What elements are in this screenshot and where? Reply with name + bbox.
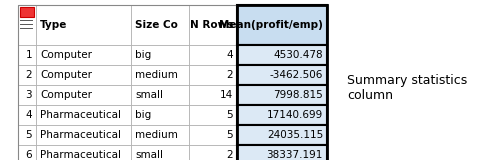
Text: 5: 5 xyxy=(226,110,233,120)
Text: Size Co: Size Co xyxy=(135,20,178,30)
Bar xyxy=(237,65,327,85)
Bar xyxy=(237,145,327,160)
Text: Computer: Computer xyxy=(40,50,92,60)
Text: 4530.478: 4530.478 xyxy=(274,50,323,60)
Bar xyxy=(131,85,189,105)
Text: Pharmaceutical: Pharmaceutical xyxy=(40,130,121,140)
Text: 17140.699: 17140.699 xyxy=(267,110,323,120)
Bar xyxy=(36,65,131,85)
Bar xyxy=(131,145,189,160)
Text: 6: 6 xyxy=(26,150,32,160)
Bar xyxy=(131,5,189,45)
Bar xyxy=(18,105,36,125)
Bar xyxy=(237,85,327,105)
Bar xyxy=(131,105,189,125)
Bar xyxy=(18,5,36,45)
Bar xyxy=(36,85,131,105)
Bar xyxy=(189,105,237,125)
Bar xyxy=(18,5,327,160)
Text: 2: 2 xyxy=(26,70,32,80)
Bar xyxy=(36,145,131,160)
Bar xyxy=(20,7,34,17)
Bar xyxy=(189,5,237,45)
Text: 38337.191: 38337.191 xyxy=(267,150,323,160)
Text: big: big xyxy=(135,110,151,120)
Bar xyxy=(36,105,131,125)
Text: big: big xyxy=(135,50,151,60)
Bar xyxy=(18,145,36,160)
Bar xyxy=(18,125,36,145)
Bar xyxy=(36,45,131,65)
Bar xyxy=(131,125,189,145)
Text: Summary statistics
column: Summary statistics column xyxy=(347,74,467,102)
Text: Computer: Computer xyxy=(40,70,92,80)
Text: 4: 4 xyxy=(26,110,32,120)
Bar xyxy=(237,105,327,125)
Text: 5: 5 xyxy=(26,130,32,140)
Text: 14: 14 xyxy=(220,90,233,100)
Text: 7998.815: 7998.815 xyxy=(273,90,323,100)
Bar xyxy=(237,5,327,160)
Bar xyxy=(36,5,131,45)
Text: Computer: Computer xyxy=(40,90,92,100)
Text: 5: 5 xyxy=(226,130,233,140)
Bar xyxy=(18,65,36,85)
Bar xyxy=(131,45,189,65)
Text: 4: 4 xyxy=(226,50,233,60)
Bar xyxy=(189,65,237,85)
Text: Type: Type xyxy=(40,20,67,30)
Bar xyxy=(18,85,36,105)
Bar xyxy=(18,45,36,65)
Bar xyxy=(237,5,327,45)
Text: medium: medium xyxy=(135,130,178,140)
Text: Pharmaceutical: Pharmaceutical xyxy=(40,150,121,160)
Text: N Rows: N Rows xyxy=(189,20,233,30)
Text: small: small xyxy=(135,90,163,100)
Text: 2: 2 xyxy=(226,70,233,80)
Text: Pharmaceutical: Pharmaceutical xyxy=(40,110,121,120)
Text: medium: medium xyxy=(135,70,178,80)
Bar xyxy=(237,45,327,65)
Bar xyxy=(189,145,237,160)
Bar xyxy=(189,125,237,145)
Text: small: small xyxy=(135,150,163,160)
Bar xyxy=(189,85,237,105)
Text: 3: 3 xyxy=(26,90,32,100)
Bar xyxy=(189,45,237,65)
Text: 24035.115: 24035.115 xyxy=(267,130,323,140)
Text: 2: 2 xyxy=(226,150,233,160)
Bar xyxy=(237,125,327,145)
Text: Mean(profit/emp): Mean(profit/emp) xyxy=(219,20,323,30)
Text: 1: 1 xyxy=(26,50,32,60)
Bar xyxy=(36,125,131,145)
Text: -3462.506: -3462.506 xyxy=(270,70,323,80)
Bar xyxy=(131,65,189,85)
